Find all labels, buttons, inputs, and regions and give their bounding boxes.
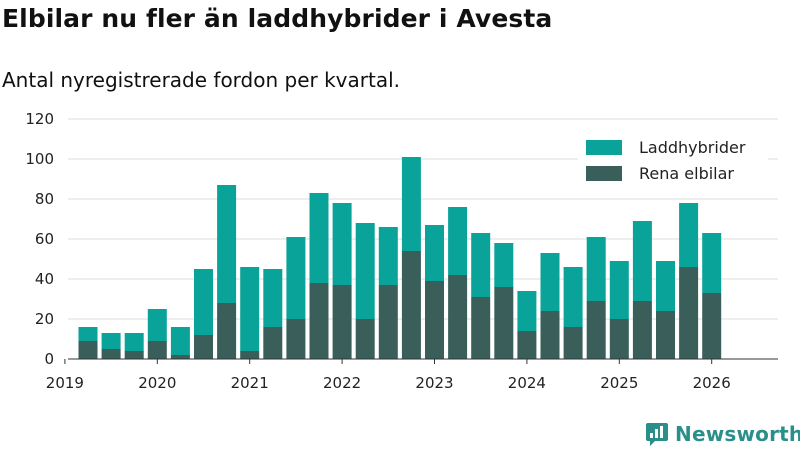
- chart-subtitle: Antal nyregistrerade fordon per kvartal.: [2, 68, 401, 92]
- bar-laddhybrider: [679, 203, 699, 267]
- x-tick-label: 2025: [600, 374, 638, 392]
- newsworthy-logo-icon: [646, 423, 668, 446]
- bar-laddhybrider: [702, 233, 722, 293]
- bar-laddhybrider: [494, 243, 514, 287]
- bar-rena-elbilar: [679, 267, 699, 359]
- bar-laddhybrider: [78, 327, 98, 341]
- bar-rena-elbilar: [494, 287, 514, 359]
- bar-rena-elbilar: [217, 303, 237, 359]
- chart-title: Elbilar nu fler än laddhybrider i Avesta: [2, 4, 553, 33]
- y-tick-label: 100: [25, 150, 54, 168]
- bar-laddhybrider: [471, 233, 491, 297]
- bar-rena-elbilar: [471, 297, 491, 359]
- bar-laddhybrider: [632, 221, 652, 301]
- bar-laddhybrider: [355, 223, 375, 319]
- bar-laddhybrider: [194, 269, 213, 335]
- legend-swatch: [586, 166, 622, 181]
- bar-rena-elbilar: [78, 341, 98, 359]
- bar-rena-elbilar: [194, 335, 213, 359]
- legend-swatch: [586, 140, 622, 155]
- bar-laddhybrider: [540, 253, 560, 311]
- brand-name: Newsworthy: [675, 422, 800, 446]
- legend-label: Rena elbilar: [639, 164, 734, 183]
- bar-rena-elbilar: [448, 275, 468, 359]
- bar-rena-elbilar: [355, 319, 375, 359]
- bar-rena-elbilar: [517, 331, 537, 359]
- brand-logo: Newsworthy: [645, 420, 800, 448]
- bar-rena-elbilar: [632, 301, 652, 359]
- bar-laddhybrider: [263, 269, 283, 327]
- legend-label: Laddhybrider: [639, 138, 746, 157]
- y-tick-label: 80: [35, 190, 54, 208]
- y-tick-label: 40: [35, 270, 54, 288]
- bar-rena-elbilar: [609, 319, 629, 359]
- bar-rena-elbilar: [378, 285, 398, 359]
- bar-laddhybrider: [448, 207, 468, 275]
- bar-laddhybrider: [124, 333, 144, 351]
- x-tick-label: 2026: [693, 374, 731, 392]
- bar-rena-elbilar: [240, 351, 260, 359]
- bar-laddhybrider: [656, 261, 675, 311]
- bar-laddhybrider: [240, 267, 260, 351]
- bar-rena-elbilar: [101, 349, 121, 359]
- x-tick-label: 2024: [508, 374, 546, 392]
- x-tick-label: 2021: [231, 374, 269, 392]
- bar-rena-elbilar: [540, 311, 560, 359]
- bar-rena-elbilar: [263, 327, 283, 359]
- bar-rena-elbilar: [656, 311, 675, 359]
- bar-rena-elbilar: [286, 319, 306, 359]
- y-tick-label: 0: [44, 350, 54, 368]
- bar-laddhybrider: [401, 157, 421, 251]
- bar-laddhybrider: [217, 185, 237, 303]
- bar-laddhybrider: [609, 261, 629, 319]
- y-tick-label: 120: [25, 110, 54, 128]
- x-tick-label: 2023: [415, 374, 453, 392]
- bar-rena-elbilar: [401, 251, 421, 359]
- bar-laddhybrider: [147, 309, 167, 341]
- bar-rena-elbilar: [309, 283, 329, 359]
- bar-rena-elbilar: [563, 327, 583, 359]
- bar-laddhybrider: [586, 237, 606, 301]
- bar-laddhybrider: [517, 291, 537, 331]
- bar-laddhybrider: [309, 193, 329, 283]
- bar-rena-elbilar: [124, 351, 144, 359]
- bar-laddhybrider: [425, 225, 444, 281]
- x-tick-label: 2019: [46, 374, 84, 392]
- y-tick-label: 20: [35, 310, 54, 328]
- bar-rena-elbilar: [147, 341, 167, 359]
- bar-rena-elbilar: [170, 355, 190, 359]
- bar-laddhybrider: [563, 267, 583, 327]
- bar-laddhybrider: [101, 333, 121, 349]
- bar-laddhybrider: [170, 327, 190, 355]
- bar-rena-elbilar: [332, 285, 352, 359]
- bar-laddhybrider: [378, 227, 398, 285]
- bar-laddhybrider: [286, 237, 306, 319]
- bar-rena-elbilar: [586, 301, 606, 359]
- bar-rena-elbilar: [702, 293, 722, 359]
- y-tick-label: 60: [35, 230, 54, 248]
- bar-rena-elbilar: [425, 281, 444, 359]
- x-tick-label: 2020: [138, 374, 176, 392]
- bar-laddhybrider: [332, 203, 352, 285]
- x-tick-label: 2022: [323, 374, 361, 392]
